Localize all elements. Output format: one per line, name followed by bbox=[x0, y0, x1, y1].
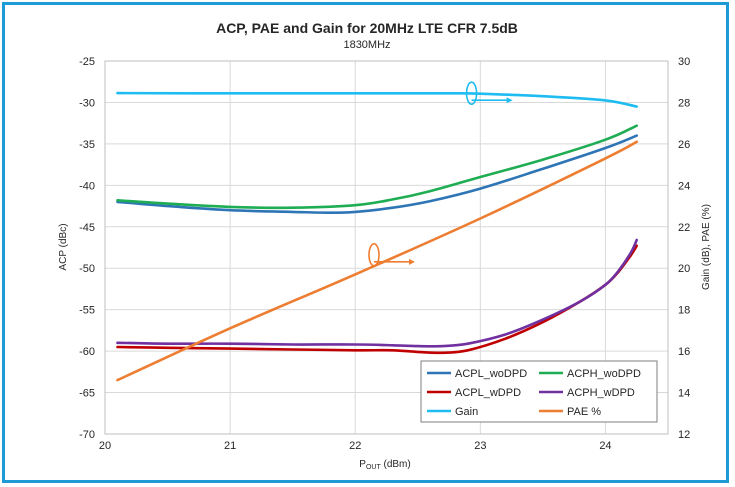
y-left-tick-label: -50 bbox=[79, 263, 95, 275]
x-axis-label-unit: (dBm) bbox=[381, 459, 411, 470]
legend-label-acpl-wdpd: ACPL_wDPD bbox=[455, 387, 521, 399]
tick-labels: 20 21 22 23 24 -25 -30 -35 -40 -45 -50 -55 -60 -65 -70… bbox=[79, 56, 690, 452]
y-right-tick-label: 22 bbox=[678, 222, 690, 234]
y-left-tick-label: -45 bbox=[79, 222, 95, 234]
annotation-arrowhead-gain bbox=[506, 97, 513, 104]
y-left-tick-label: -55 bbox=[79, 305, 95, 317]
plot-area-border bbox=[104, 60, 669, 435]
x-tick-label: 23 bbox=[474, 440, 486, 452]
chart-subtitle: 1830MHz bbox=[343, 39, 390, 51]
y-left-tick-label: -60 bbox=[79, 346, 95, 358]
annotation-ellipse-pae bbox=[368, 243, 380, 267]
series-lines bbox=[116, 91, 638, 382]
y-axis-left-label: ACP (dBc) bbox=[58, 223, 69, 270]
x-tick-label: 22 bbox=[349, 440, 361, 452]
y-left-tick-label: -35 bbox=[79, 139, 95, 151]
y-right-tick-label: 14 bbox=[678, 388, 690, 400]
annotation-ellipse-gain bbox=[465, 81, 478, 106]
y-right-tick-label: 28 bbox=[678, 97, 690, 109]
chart-title: ACP, PAE and Gain for 20MHz LTE CFR 7.5d… bbox=[216, 20, 518, 36]
x-tick-label: 20 bbox=[99, 440, 111, 452]
series-line-acpl-wodpd bbox=[116, 134, 638, 214]
y-right-tick-label: 26 bbox=[678, 139, 690, 151]
legend-label-acph-wodpd: ACPH_woDPD bbox=[567, 368, 641, 380]
legend-label-pae: PAE % bbox=[567, 406, 601, 418]
x-tick-label: 21 bbox=[224, 440, 236, 452]
y-left-tick-label: -65 bbox=[79, 388, 95, 400]
legend: ACPL_woDPD ACPH_woDPD ACPL_wDPD ACPH_wDPD Ga… bbox=[420, 360, 658, 423]
axis-annotations bbox=[368, 81, 513, 267]
annotation-arrowhead-pae bbox=[408, 258, 415, 265]
y-right-tick-label: 20 bbox=[678, 263, 690, 275]
y-left-tick-label: -70 bbox=[79, 429, 95, 441]
legend-label-acph-wdpd: ACPH_wDPD bbox=[567, 387, 635, 399]
y-left-tick-label: -25 bbox=[79, 56, 95, 68]
y-axis-right-label: Gain (dB), PAE (%) bbox=[701, 204, 712, 290]
y-right-tick-label: 24 bbox=[678, 180, 690, 192]
series-line-acph-wdpd bbox=[116, 238, 638, 348]
y-right-tick-label: 16 bbox=[678, 346, 690, 358]
y-left-tick-label: -30 bbox=[79, 97, 95, 109]
x-axis-label: POUT (dBm) bbox=[359, 459, 410, 471]
series-line-pae bbox=[116, 140, 638, 382]
y-right-tick-label: 18 bbox=[678, 305, 690, 317]
x-axis-label-main: P bbox=[359, 459, 366, 470]
legend-label-gain: Gain bbox=[455, 406, 478, 418]
legend-label-acpl-wodpd: ACPL_woDPD bbox=[455, 368, 527, 380]
series-line-acph-wodpd bbox=[116, 124, 638, 210]
y-right-tick-label: 30 bbox=[678, 56, 690, 68]
x-tick-label: 24 bbox=[599, 440, 611, 452]
series-line-gain bbox=[116, 91, 638, 108]
y-left-tick-label: -40 bbox=[79, 180, 95, 192]
x-axis-label-subscript: OUT bbox=[366, 464, 382, 471]
y-right-tick-label: 12 bbox=[678, 429, 690, 441]
